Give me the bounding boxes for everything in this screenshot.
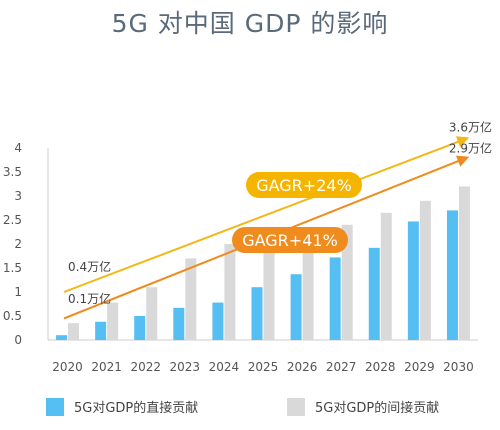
indirect-bar-2023 bbox=[185, 258, 197, 340]
x-tick-label: 2029 bbox=[404, 360, 435, 374]
y-tick-label: 1 bbox=[14, 285, 22, 299]
y-tick-label: 3.5 bbox=[3, 165, 22, 179]
y-tick-label: 0.5 bbox=[3, 309, 22, 323]
legend-label: 5G对GDP的间接贡献 bbox=[315, 400, 439, 416]
x-tick-label: 2027 bbox=[326, 360, 357, 374]
legend-swatch bbox=[46, 398, 64, 416]
direct-bar-2030 bbox=[446, 210, 458, 340]
y-tick-label: 2.5 bbox=[3, 213, 22, 227]
direct-bar-2025 bbox=[251, 287, 263, 340]
cagr-badge bbox=[232, 227, 348, 253]
direct-bar-2027 bbox=[329, 257, 341, 340]
indirect-bar-2027 bbox=[341, 224, 353, 340]
y-tick-label: 3 bbox=[14, 189, 22, 203]
direct-bar-2023 bbox=[173, 307, 185, 340]
cagr-badge-label: GAGR+41% bbox=[242, 231, 338, 250]
trend-start-label: 0.1万亿 bbox=[68, 291, 111, 306]
trend-arrow bbox=[63, 136, 470, 293]
trend-end-label: 3.6万亿 bbox=[449, 119, 492, 134]
legend-swatch bbox=[287, 398, 305, 416]
y-tick-label: 2 bbox=[14, 237, 22, 251]
cagr-badge-label: GAGR+24% bbox=[256, 176, 352, 195]
x-tick-label: 2022 bbox=[130, 360, 161, 374]
legend-label: 5G对GDP的直接贡献 bbox=[74, 400, 198, 416]
x-tick-label: 2028 bbox=[365, 360, 396, 374]
indirect-bar-2028 bbox=[380, 212, 392, 340]
indirect-bar-2024 bbox=[224, 244, 236, 340]
y-tick-label: 1.5 bbox=[3, 261, 22, 275]
indirect-bar-2030 bbox=[458, 186, 470, 340]
chart-title: 5G 对中国 GDP 的影响 bbox=[111, 9, 389, 38]
indirect-bar-2020 bbox=[68, 323, 80, 340]
indirect-bar-2029 bbox=[419, 200, 431, 340]
direct-bar-2022 bbox=[134, 316, 146, 340]
x-tick-label: 2021 bbox=[91, 360, 122, 374]
x-tick-label: 2026 bbox=[287, 360, 318, 374]
indirect-bar-2025 bbox=[263, 241, 275, 340]
x-tick-label: 2024 bbox=[209, 360, 240, 374]
direct-bar-2020 bbox=[56, 335, 68, 340]
direct-bar-2021 bbox=[95, 321, 107, 340]
cagr-badge bbox=[246, 172, 362, 198]
x-tick-label: 2030 bbox=[443, 360, 474, 374]
direct-bar-2024 bbox=[212, 302, 224, 340]
y-tick-label: 4 bbox=[14, 141, 22, 155]
trend-start-label: 0.4万亿 bbox=[68, 259, 111, 274]
direct-bar-2029 bbox=[407, 221, 419, 340]
x-tick-label: 2025 bbox=[248, 360, 279, 374]
x-tick-label: 2023 bbox=[170, 360, 201, 374]
direct-bar-2026 bbox=[290, 274, 302, 340]
direct-bar-2028 bbox=[368, 247, 380, 340]
indirect-bar-2021 bbox=[107, 302, 119, 340]
y-tick-label: 0 bbox=[14, 333, 22, 347]
x-tick-label: 2020 bbox=[52, 360, 83, 374]
indirect-bar-2022 bbox=[146, 287, 158, 340]
indirect-bar-2026 bbox=[302, 244, 314, 340]
trend-end-label: 2.9万亿 bbox=[449, 141, 492, 156]
